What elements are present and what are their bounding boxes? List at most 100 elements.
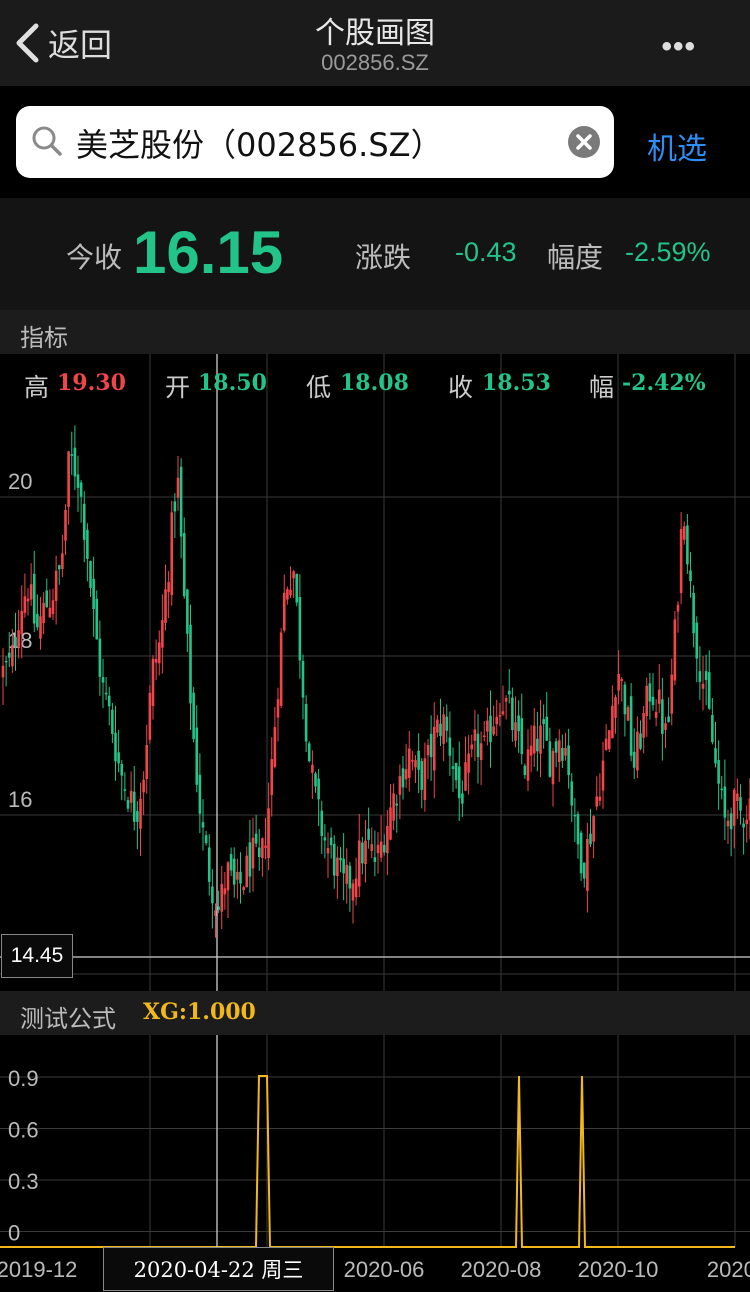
range-value: -2.42% [622, 370, 706, 396]
candle-body [164, 589, 167, 623]
candle-body [586, 838, 589, 891]
candle-body [192, 692, 195, 739]
close-value-ohlc: 18.53 [482, 370, 551, 396]
candle-body [411, 759, 414, 762]
candle-body [129, 790, 133, 803]
indicator-label: 指标 [20, 325, 68, 352]
candle-body [345, 864, 349, 884]
candle-body [742, 823, 745, 828]
candle-body [157, 642, 161, 664]
candle-body [673, 619, 677, 681]
candle-body [217, 906, 220, 910]
candle-body [1, 665, 5, 678]
indicator-chart[interactable]: 0.9 0.6 0.3 0 2019-12 2020-06 2020-08 2020-10 20… [0, 1035, 750, 1292]
back-button[interactable]: 返回 [14, 18, 112, 68]
candle-body [204, 835, 208, 844]
candle-body [286, 589, 289, 600]
candle-body [348, 865, 352, 889]
candle-body [64, 509, 67, 541]
candle-body [361, 842, 364, 864]
candle-body [604, 738, 608, 750]
candle-body [667, 716, 670, 723]
candle-body [342, 858, 345, 874]
high-value: 19.30 [57, 370, 126, 396]
y-tick-label: 20 [8, 469, 32, 494]
candle-body [189, 624, 192, 704]
candle-body [564, 747, 567, 756]
candle-body [657, 689, 661, 704]
change-value: -0.43 [455, 237, 517, 267]
candle-body [132, 791, 136, 822]
candle-body [486, 720, 489, 732]
candle-body [54, 570, 58, 601]
candle-body [307, 743, 311, 762]
candle-body [401, 768, 405, 788]
candle-body [395, 803, 399, 806]
candle-body [467, 753, 470, 773]
candle-body [145, 745, 149, 780]
candle-body [173, 501, 177, 512]
candle-body [304, 703, 308, 742]
candle-body [226, 862, 230, 891]
auto-select-button[interactable]: 机选 [647, 133, 707, 166]
candle-body [151, 658, 155, 706]
x-tick-label: 2020-08 [461, 1257, 542, 1282]
candle-body [592, 816, 595, 842]
candlestick-chart[interactable]: 20181614 [0, 354, 750, 991]
candle-body [414, 760, 417, 768]
candle-body [311, 764, 314, 773]
candle-body [32, 573, 36, 624]
candle-body [464, 762, 467, 791]
candle-body [98, 638, 102, 677]
candle-body [4, 660, 8, 663]
candle-body [392, 793, 395, 821]
candle-body [707, 672, 711, 709]
candle-body [436, 719, 439, 733]
candle-body [739, 797, 742, 811]
candle-body [36, 613, 39, 628]
x-tick-label: 2020-06 [344, 1257, 425, 1282]
candle-body [598, 796, 602, 801]
candle-body [495, 716, 499, 725]
candle-body [701, 683, 705, 689]
candle-body [451, 766, 455, 769]
candle-body [198, 774, 202, 814]
candle-body [336, 857, 339, 877]
candle-body [676, 604, 680, 612]
candle-body [114, 732, 117, 762]
candle-body [542, 719, 545, 725]
candle-body [214, 910, 217, 917]
candle-body [7, 652, 11, 658]
candle-body [661, 699, 664, 734]
candle-body [170, 512, 174, 596]
candle-body [567, 745, 570, 776]
candle-body [111, 709, 114, 734]
candle-body [576, 814, 580, 845]
candle-body [589, 833, 592, 845]
candle-body [314, 773, 317, 787]
candle-body [11, 645, 14, 667]
candle-body [251, 837, 255, 869]
candle-body [79, 482, 83, 497]
candle-body [429, 733, 433, 758]
candle-body [276, 699, 280, 718]
candle-body [270, 759, 274, 795]
crosshair-date-label: 2020-04-22 周三 [103, 1247, 334, 1291]
candle-body [670, 674, 674, 714]
candle-body [504, 698, 508, 702]
candle-body [182, 533, 186, 597]
candle-body [611, 705, 614, 739]
candle-body [17, 630, 20, 649]
crosshair-price-label: 14.45 [1, 934, 73, 978]
clear-icon[interactable] [568, 126, 600, 158]
search-input[interactable]: 美芝股份（002856.SZ） [16, 106, 614, 178]
range-label: 幅 [589, 374, 615, 402]
candle-body [582, 862, 586, 879]
candle-body [201, 822, 205, 828]
candle-body [51, 600, 55, 614]
x-tick-label: 2020-10 [578, 1257, 659, 1282]
candle-body [726, 820, 730, 827]
candle-body [720, 788, 724, 791]
candle-body [529, 745, 533, 756]
more-icon[interactable]: ••• [661, 30, 696, 63]
